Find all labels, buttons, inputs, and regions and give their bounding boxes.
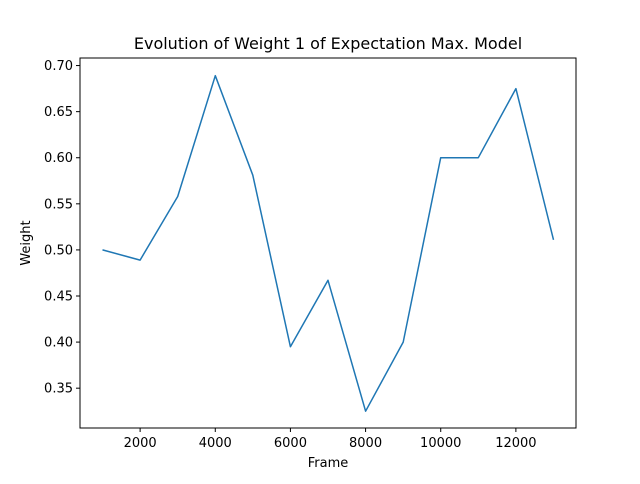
x-axis: 2000 4000 6000 8000 10000 12000: [124, 428, 537, 451]
y-axis-label: Weight: [19, 220, 34, 265]
x-tick-label: 6000: [274, 436, 307, 451]
series-layer: [102, 76, 553, 412]
x-tick-label: 10000: [420, 436, 461, 451]
x-axis-label: Frame: [308, 456, 349, 471]
series-line: [103, 76, 554, 412]
y-tick-label: 0.35: [44, 382, 73, 397]
x-tick-label: 8000: [349, 436, 382, 451]
y-tick-label: 0.65: [44, 105, 73, 120]
y-tick-label: 0.45: [44, 290, 73, 305]
x-tick-label: 2000: [124, 436, 157, 451]
y-axis: 0.35 0.40 0.45 0.50 0.55 0.60 0.65 0.70: [44, 59, 80, 397]
x-tick-label: 12000: [495, 436, 536, 451]
x-tick-label: 4000: [199, 436, 232, 451]
y-tick-label: 0.50: [44, 243, 73, 258]
chart-title: Evolution of Weight 1 of Expectation Max…: [134, 34, 522, 53]
y-tick-label: 0.70: [44, 59, 73, 74]
y-tick-label: 0.40: [44, 336, 73, 351]
y-tick-label: 0.60: [44, 151, 73, 166]
y-tick-label: 0.55: [44, 197, 73, 212]
